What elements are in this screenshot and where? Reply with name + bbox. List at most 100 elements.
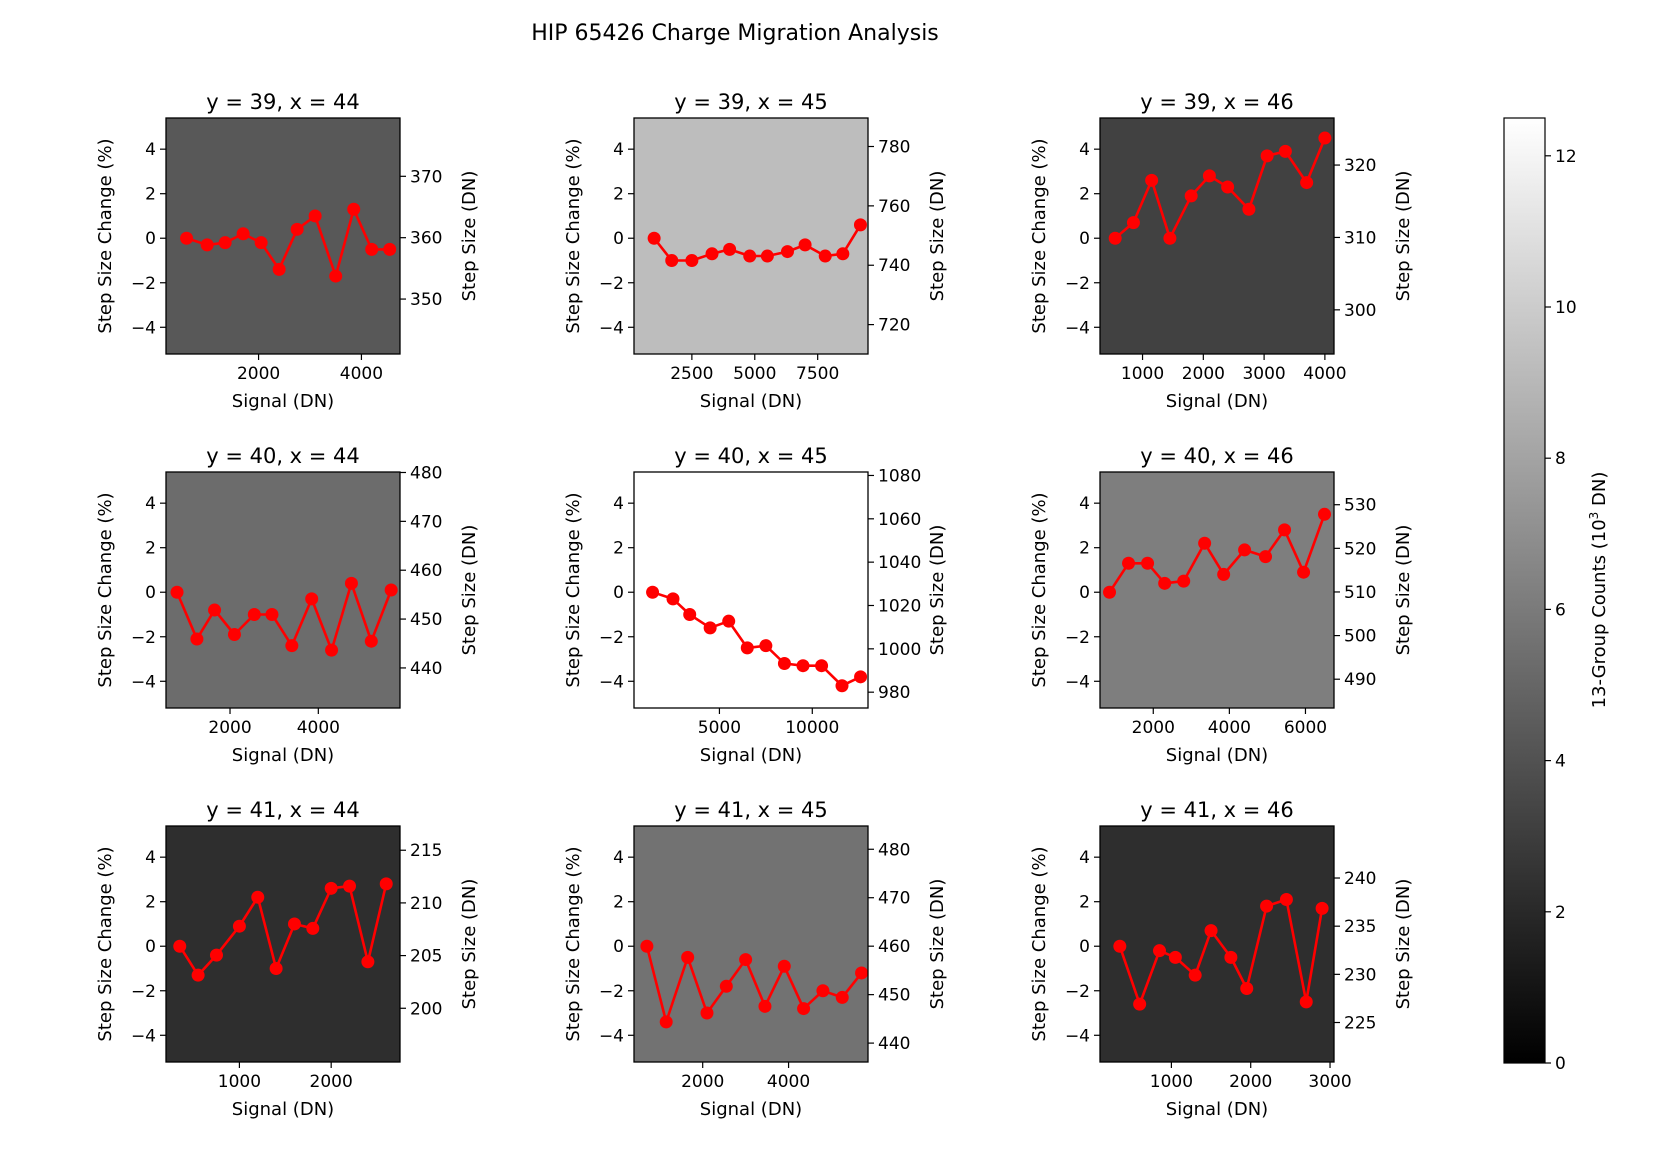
- right-y-tick-label: 460: [410, 561, 442, 581]
- y-tick-label: 2: [1079, 185, 1090, 205]
- right-y-axis-label: Step Size (DN): [927, 525, 948, 656]
- data-point: [683, 607, 697, 621]
- y-tick-label: −2: [1065, 274, 1090, 294]
- data-point: [191, 968, 205, 982]
- x-tick-label: 2000: [1132, 718, 1175, 738]
- data-point: [646, 585, 660, 599]
- data-point: [272, 262, 286, 276]
- x-axis-label: Signal (DN): [1166, 391, 1268, 412]
- x-tick-label: 1000: [1121, 364, 1164, 384]
- plot-background: [1100, 826, 1334, 1062]
- data-point: [1198, 536, 1212, 550]
- y-tick-label: −4: [599, 1026, 624, 1046]
- right-y-tick-label: 1020: [878, 596, 921, 616]
- right-y-tick-label: 310: [1344, 228, 1376, 248]
- y-tick-label: 0: [145, 583, 156, 603]
- right-y-tick-label: 215: [410, 841, 442, 861]
- right-y-tick-label: 460: [878, 937, 910, 957]
- right-y-axis-label: Step Size (DN): [459, 879, 480, 1010]
- data-point: [384, 583, 398, 597]
- data-point: [1204, 924, 1218, 938]
- subplot-8: y = 41, x = 45 −4 −2 0 2 4 440 450 460 470 480 2000…: [563, 798, 948, 1120]
- data-point: [681, 950, 695, 964]
- y-tick-label: −4: [131, 318, 156, 338]
- data-point: [247, 607, 261, 621]
- data-point: [285, 639, 299, 653]
- data-point: [797, 1002, 811, 1016]
- y-tick-label: −2: [131, 982, 156, 1002]
- y-tick-label: 0: [613, 229, 624, 249]
- data-point: [1317, 507, 1331, 521]
- right-y-tick-label: 210: [410, 894, 442, 914]
- data-point: [1278, 523, 1292, 537]
- x-axis-label: Signal (DN): [232, 745, 334, 766]
- y-tick-label: 0: [145, 229, 156, 249]
- series-line: [1118, 898, 1324, 1006]
- right-y-tick-label: 440: [878, 1034, 910, 1054]
- data-point: [665, 253, 679, 267]
- y-tick-label: 4: [1079, 494, 1090, 514]
- data-point: [308, 209, 322, 223]
- colorbar-tick-label: 2: [1555, 903, 1566, 923]
- right-y-tick-label: 480: [878, 840, 910, 860]
- data-point: [854, 670, 868, 684]
- y-tick-label: 2: [613, 893, 624, 913]
- plot-background: [1100, 118, 1334, 354]
- y-tick-label: 2: [145, 539, 156, 559]
- data-point: [1133, 997, 1147, 1011]
- data-point: [1278, 144, 1292, 158]
- right-y-axis-label: Step Size (DN): [1393, 525, 1414, 656]
- data-point: [383, 242, 397, 256]
- subplot-title: y = 39, x = 45: [674, 90, 828, 114]
- data-point: [306, 921, 320, 935]
- right-y-tick-label: 1060: [878, 510, 921, 530]
- x-tick-label: 2000: [1182, 364, 1225, 384]
- plot-frame: [1099, 471, 1335, 709]
- right-y-tick-label: 480: [410, 463, 442, 483]
- data-point: [722, 614, 736, 628]
- x-axis-label: Signal (DN): [232, 1099, 334, 1120]
- plot-frame: [165, 117, 401, 355]
- colorbar-tick-label: 6: [1555, 600, 1566, 620]
- data-point: [254, 236, 268, 250]
- y-tick-label: −2: [599, 982, 624, 1002]
- data-point: [1168, 950, 1182, 964]
- right-y-tick-label: 205: [410, 947, 442, 967]
- plot-frame: [1099, 825, 1335, 1063]
- data-point: [324, 881, 338, 895]
- data-point: [200, 238, 214, 252]
- data-point: [1184, 189, 1198, 203]
- data-point: [1122, 556, 1136, 570]
- y-tick-label: −2: [1065, 628, 1090, 648]
- subplot-title: y = 40, x = 46: [1140, 444, 1294, 468]
- right-y-tick-label: 370: [410, 167, 442, 187]
- data-point: [344, 576, 358, 590]
- data-point: [232, 919, 246, 933]
- y-tick-label: −2: [131, 274, 156, 294]
- plot-frame: [165, 825, 401, 1063]
- subplot-title: y = 41, x = 44: [206, 798, 360, 822]
- data-point: [364, 634, 378, 648]
- right-y-tick-label: 350: [410, 290, 442, 310]
- subplot-title: y = 41, x = 45: [674, 798, 828, 822]
- y-tick-label: 2: [613, 539, 624, 559]
- x-tick-label: 5000: [698, 718, 741, 738]
- data-point: [1145, 173, 1159, 187]
- right-y-axis-label: Step Size (DN): [927, 171, 948, 302]
- x-tick-label: 2000: [208, 718, 251, 738]
- data-point: [759, 639, 773, 653]
- data-point: [1279, 892, 1293, 906]
- colorbar-tick-label: 0: [1555, 1054, 1566, 1074]
- x-tick-label: 2000: [1229, 1072, 1272, 1092]
- right-y-tick-label: 225: [1344, 1014, 1376, 1034]
- y-tick-label: 4: [1079, 848, 1090, 868]
- x-tick-label: 4000: [1208, 718, 1251, 738]
- y-tick-label: −4: [1065, 672, 1090, 692]
- right-y-tick-label: 240: [1344, 869, 1376, 889]
- y-tick-label: 4: [1079, 140, 1090, 160]
- y-tick-label: −4: [599, 672, 624, 692]
- data-point: [343, 879, 357, 893]
- data-point: [647, 231, 661, 245]
- right-y-tick-label: 450: [410, 610, 442, 630]
